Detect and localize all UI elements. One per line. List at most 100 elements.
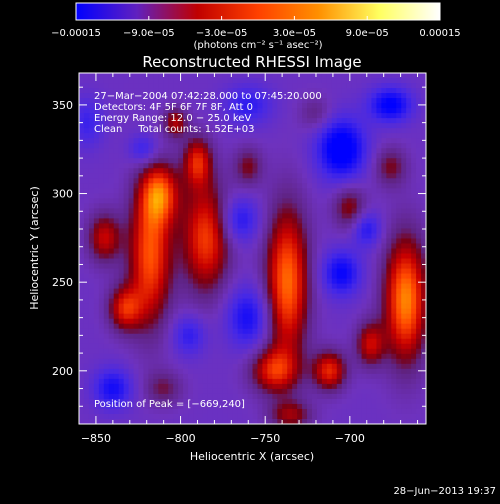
heatmap-cell [129,349,135,355]
heatmap-cell [297,118,303,124]
heatmap-cell [406,123,412,129]
heatmap-cell [371,163,377,169]
heatmap-cell [248,374,254,380]
heatmap-cell [337,123,343,129]
heatmap-cell [163,148,169,154]
heatmap-cell [223,319,229,325]
colorbar-tick-label: −3.0e−05 [196,28,248,39]
heatmap-cell [218,238,224,244]
heatmap-cell [376,354,382,360]
heatmap-cell [134,193,140,199]
heatmap-cell [89,259,95,265]
heatmap-cell [337,238,343,244]
heatmap-cell [218,173,224,179]
heatmap-cell [104,344,110,350]
heatmap-cell [416,309,422,315]
heatmap-cell [79,123,85,129]
heatmap-cell [243,379,249,385]
heatmap-cell [342,188,348,194]
heatmap-cell [267,284,273,290]
heatmap-cell [411,118,417,124]
heatmap-cell [371,394,377,400]
heatmap-cell [138,309,144,315]
heatmap-cell [148,148,154,154]
heatmap-cell [357,314,363,320]
heatmap-cell [163,384,169,390]
heatmap-cell [282,103,288,109]
heatmap-cell [371,103,377,109]
heatmap-cell [391,384,397,390]
heatmap-cell [153,228,159,234]
heatmap-cell [223,389,229,395]
heatmap-cell [168,243,174,249]
heatmap-cell [262,218,268,224]
heatmap-cell [371,329,377,335]
heatmap-cell [411,228,417,234]
heatmap-cell [297,394,303,400]
heatmap-cell [371,93,377,99]
heatmap-cell [262,339,268,345]
heatmap-cell [267,158,273,164]
heatmap-cell [173,168,179,174]
heatmap-cell [124,369,130,375]
heatmap-cell [406,379,412,385]
heatmap-cell [307,319,313,325]
heatmap-cell [272,103,278,109]
heatmap-cell [312,399,318,405]
heatmap-cell [342,93,348,99]
heatmap-cell [312,193,318,199]
heatmap-cell [138,138,144,144]
heatmap-cell [193,148,199,154]
heatmap-cell [94,73,100,79]
heatmap-cell [138,354,144,360]
heatmap-cell [119,183,125,189]
heatmap-cell [173,324,179,330]
heatmap-cell [238,354,244,360]
heatmap-cell [317,369,323,375]
heatmap-cell [327,168,333,174]
heatmap-cell [317,173,323,179]
heatmap-cell [292,344,298,350]
heatmap-cell [386,138,392,144]
heatmap-cell [143,364,149,370]
heatmap-cell [267,123,273,129]
heatmap-cell [352,344,358,350]
heatmap-cell [302,319,308,325]
heatmap-cell [297,319,303,325]
heatmap-cell [134,309,140,315]
heatmap-cell [114,374,120,380]
heatmap-cell [153,289,159,295]
heatmap-cell [223,243,229,249]
heatmap-cell [307,213,313,219]
heatmap-cell [218,374,224,380]
heatmap-cell [168,223,174,229]
heatmap-cell [307,198,313,204]
heatmap-cell [109,284,115,290]
heatmap-cell [272,349,278,355]
heatmap-cell [94,344,100,350]
heatmap-cell [257,394,263,400]
heatmap-cell [267,73,273,79]
heatmap-cell [138,364,144,370]
heatmap-cell [124,264,130,270]
heatmap-cell [138,203,144,209]
heatmap-cell [104,389,110,395]
heatmap-cell [267,299,273,305]
heatmap-cell [401,294,407,300]
heatmap-cell [213,319,219,325]
heatmap-cell [386,339,392,345]
heatmap-cell [322,364,328,370]
heatmap-cell [173,279,179,285]
heatmap-cell [272,374,278,380]
heatmap-cell [406,349,412,355]
heatmap-cell [337,93,343,99]
heatmap-cell [307,143,313,149]
heatmap-cell [183,279,189,285]
heatmap-cell [357,98,363,104]
heatmap-cell [376,83,382,89]
heatmap-cell [282,394,288,400]
heatmap-cell [223,143,229,149]
heatmap-cell [362,284,368,290]
heatmap-cell [124,243,130,249]
heatmap-cell [386,274,392,280]
